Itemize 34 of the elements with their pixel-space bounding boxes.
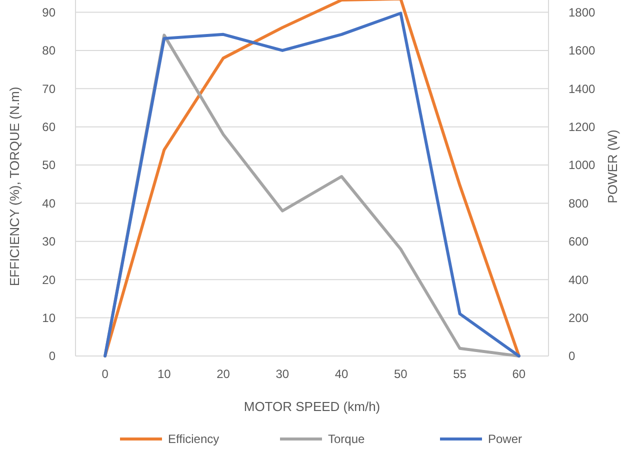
x-tick-label: 60 (512, 367, 526, 381)
y2-tick-label: 1000 (568, 158, 596, 172)
y2-tick-label: 400 (568, 272, 589, 287)
y2-tick-label: 1800 (568, 5, 596, 20)
y2-axis-title: POWER (W) (605, 130, 620, 204)
y-tick-label: 40 (42, 196, 56, 210)
y-tick-label: 70 (42, 82, 56, 96)
x-axis-title: MOTOR SPEED (km/h) (244, 399, 380, 414)
y-tick-label: 60 (42, 120, 56, 134)
y-tick-label: 30 (42, 234, 56, 249)
x-tick-label: 0 (102, 367, 109, 381)
y-tick-label: 0 (48, 349, 56, 364)
legend-label: Efficiency (168, 432, 220, 446)
y2-tick-label: 200 (568, 311, 589, 326)
y-tick-label: 10 (42, 311, 56, 326)
legend-label: Power (488, 432, 522, 446)
y-axis-title: EFFICIENCY (%), TORQUE (N.m) (7, 86, 22, 286)
x-tick-label: 40 (334, 367, 349, 381)
y-tick-label: 90 (42, 5, 56, 20)
y-tick-label: 50 (42, 158, 56, 172)
y2-tick-label: 800 (568, 196, 589, 210)
y2-tick-label: 1600 (568, 44, 596, 58)
x-tick-label: 10 (158, 367, 172, 381)
x-tick-label: 55 (453, 367, 467, 381)
y2-tick-label: 600 (568, 234, 589, 249)
y2-tick-label: 0 (568, 349, 576, 364)
y2-tick-label: 1400 (568, 82, 596, 96)
x-tick-label: 50 (394, 367, 408, 381)
x-tick-label: 30 (276, 367, 290, 381)
x-tick-label: 20 (216, 367, 230, 381)
y-tick-label: 20 (42, 272, 56, 287)
y2-tick-label: 1200 (568, 120, 596, 134)
y-tick-label: 80 (42, 44, 56, 58)
legend-label: Torque (328, 432, 366, 446)
